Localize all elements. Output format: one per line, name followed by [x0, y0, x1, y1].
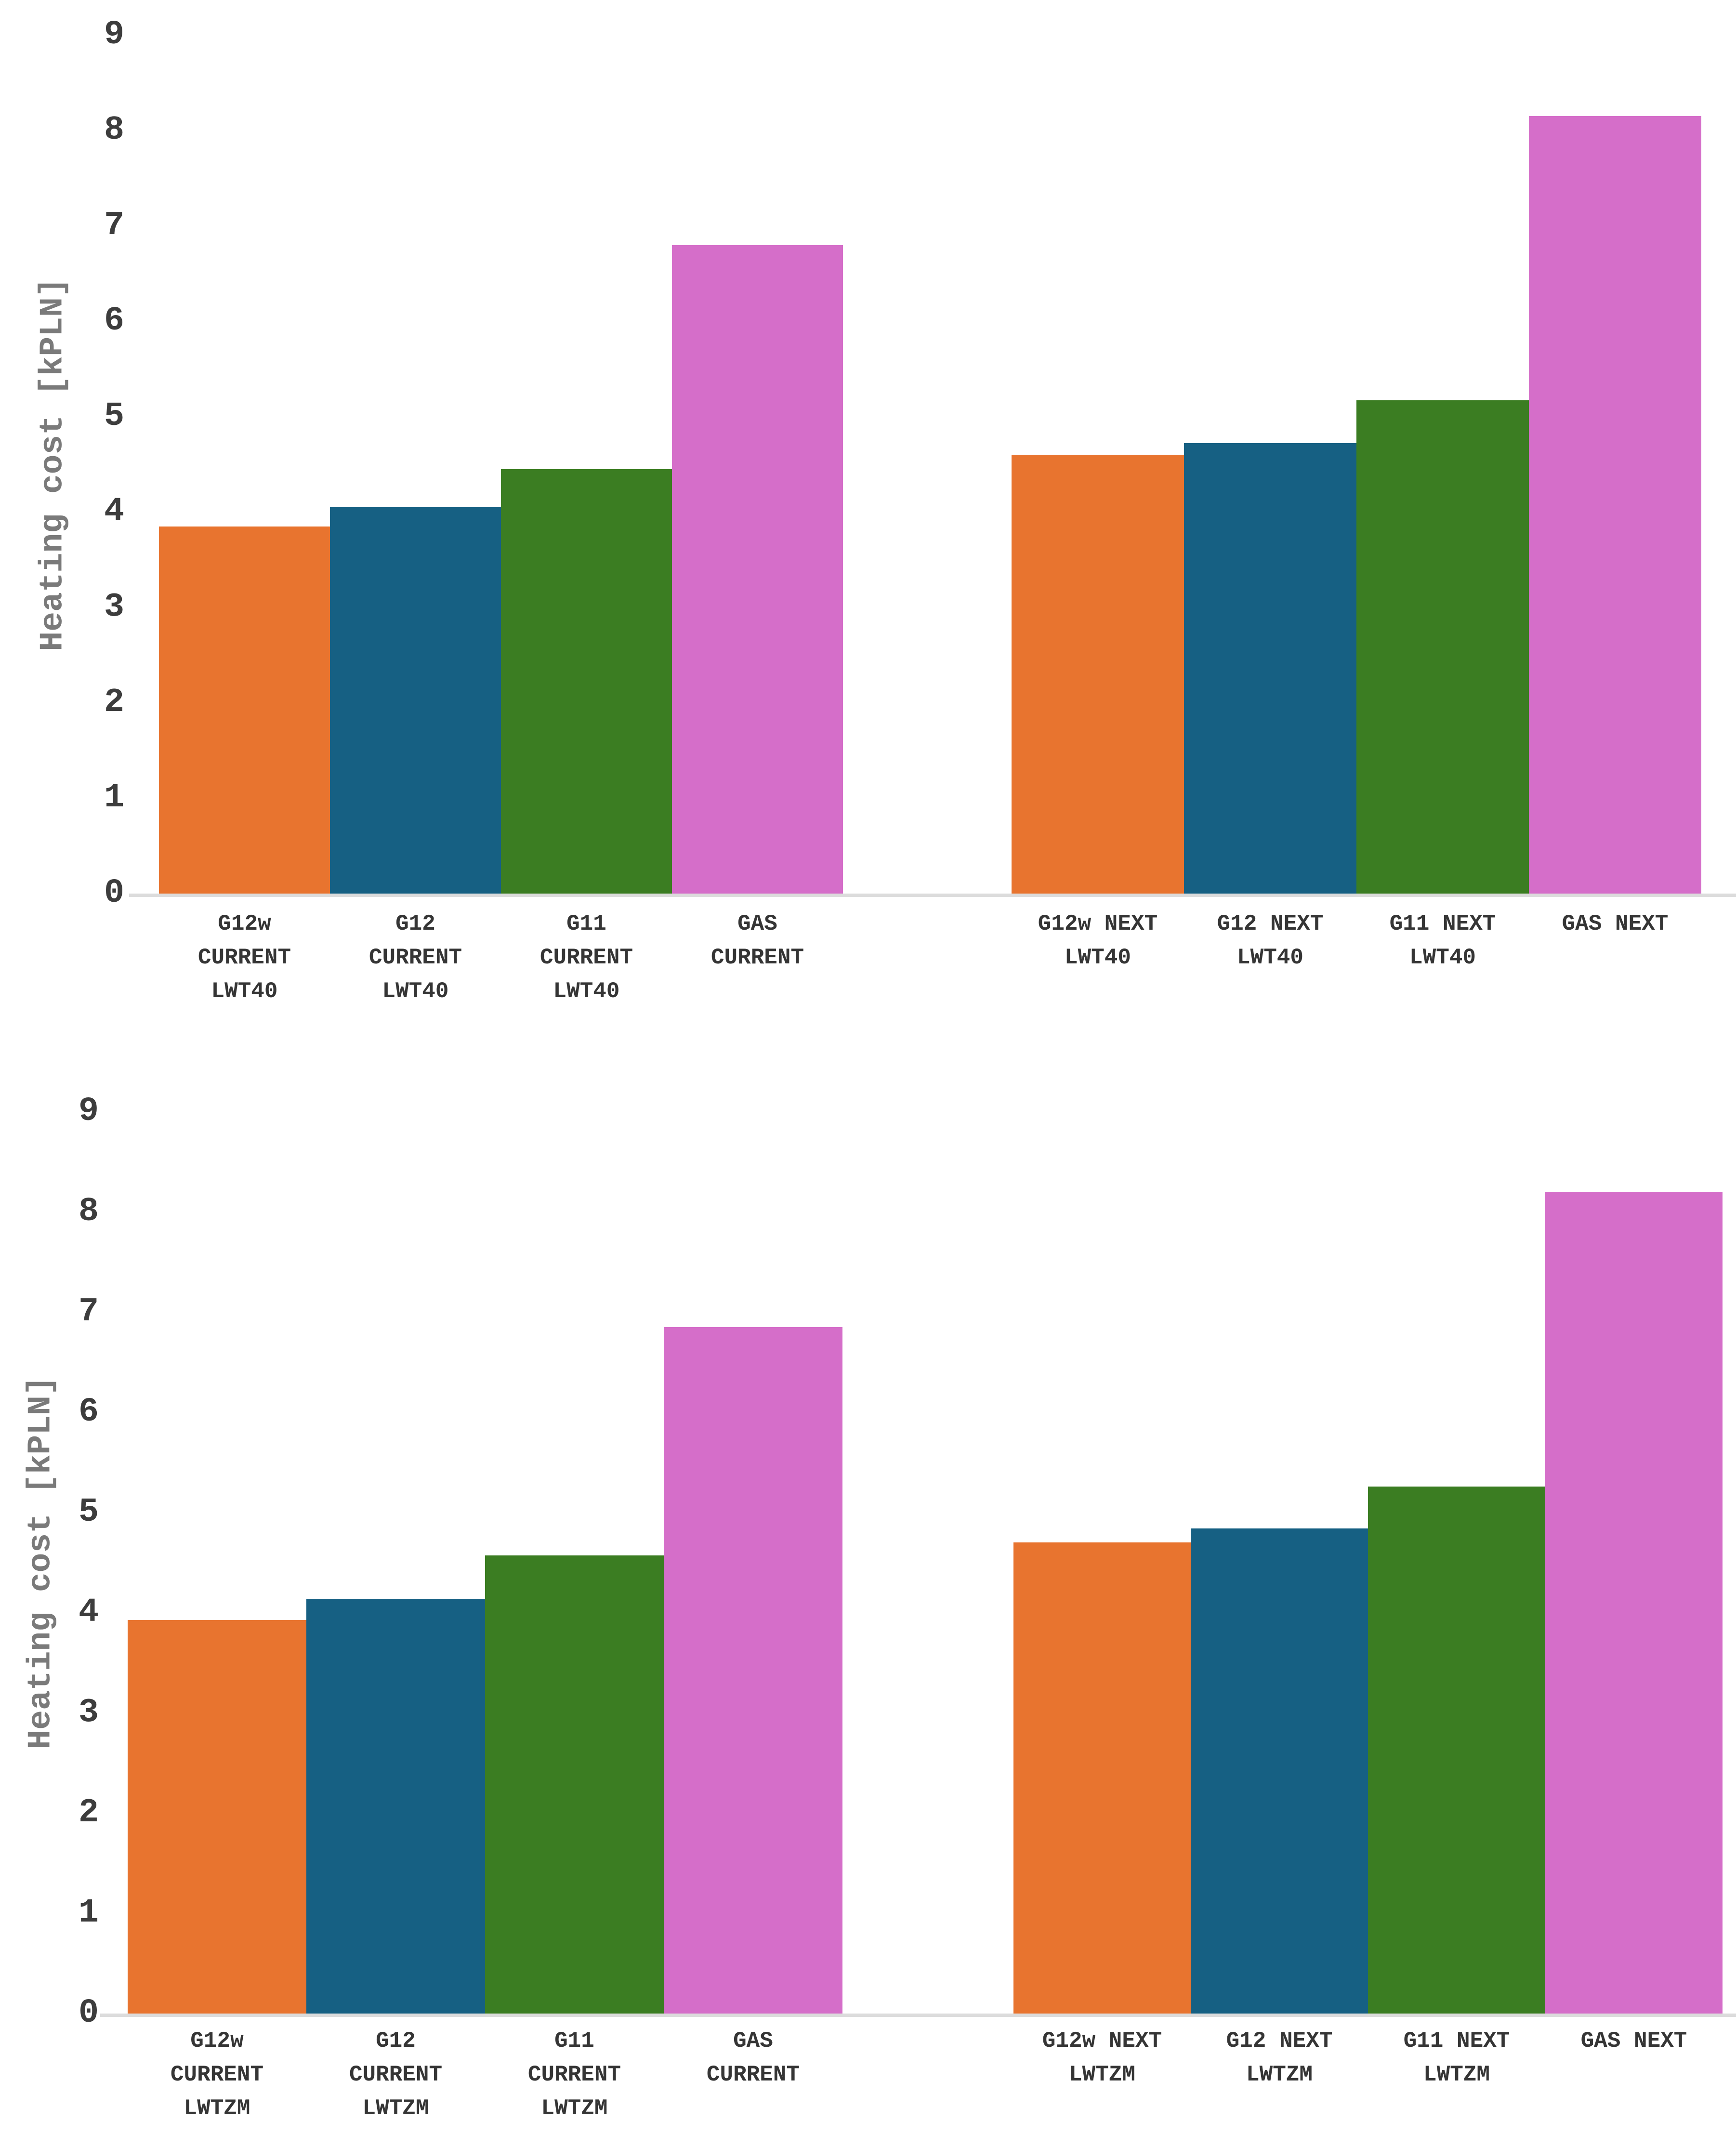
bar-g12w-next-lwtzm	[1013, 1542, 1191, 2014]
y-tick-label: 6	[104, 302, 124, 340]
y-tick-label: 1	[78, 1894, 99, 1932]
y-tick-label: 4	[78, 1593, 99, 1632]
x-tick-label: G11 CURRENT LWT40	[539, 911, 633, 1004]
bar-g11-current-lwt40	[501, 469, 672, 894]
x-tick-label: G11 NEXT LWTZM	[1403, 2028, 1510, 2087]
y-tick-label: 7	[78, 1293, 99, 1331]
y-tick-label: 9	[78, 1093, 99, 1131]
x-tick-label: G12 NEXT LWT40	[1217, 911, 1324, 970]
y-tick-label: 8	[104, 111, 124, 149]
x-tick-label: G12w NEXT LWTZM	[1042, 2028, 1162, 2087]
bar-g11-next-lwt40	[1356, 400, 1529, 894]
y-tick-label: 5	[78, 1493, 99, 1531]
bar-gas-current	[664, 1327, 842, 2014]
x-tick-label: GAS CURRENT	[710, 911, 804, 970]
bar-g12-current-lwtzm	[306, 1599, 485, 2014]
bar-g12-current-lwt40	[330, 507, 501, 894]
bar-g12-next-lwt40	[1184, 443, 1356, 894]
y-tick-label: 5	[104, 397, 124, 435]
y-tick-label: 8	[78, 1193, 99, 1231]
bar-gas-next	[1529, 116, 1701, 894]
y-tick-label: 9	[104, 16, 124, 54]
y-tick-label: 0	[78, 1994, 99, 2032]
x-tick-label: G12w CURRENT LWTZM	[170, 2028, 264, 2121]
x-tick-label: G11 CURRENT LWTZM	[527, 2028, 621, 2121]
x-tick-label: G11 NEXT LWT40	[1389, 911, 1496, 970]
x-tick-label: G12w NEXT LWT40	[1038, 911, 1158, 970]
x-tick-label: G12 CURRENT LWT40	[368, 911, 462, 1004]
y-tick-label: 0	[104, 874, 124, 912]
y-tick-label: 3	[104, 588, 124, 626]
y-tick-label: 2	[104, 684, 124, 722]
y-tick-label: 6	[78, 1393, 99, 1431]
x-tick-label: GAS NEXT	[1580, 2028, 1687, 2054]
x-tick-label: G12 NEXT LWTZM	[1226, 2028, 1333, 2087]
x-tick-label: G12 CURRENT LWTZM	[349, 2028, 443, 2121]
bar-g12w-next-lwt40	[1012, 455, 1184, 894]
bar-gas-current	[672, 245, 843, 894]
x-tick-label: GAS CURRENT	[706, 2028, 800, 2087]
x-tick-label: G12w CURRENT LWT40	[197, 911, 291, 1004]
bar-g11-next-lwtzm	[1368, 1487, 1545, 2014]
y-tick-label: 3	[78, 1694, 99, 1732]
bar-g12w-current-lwtzm	[128, 1620, 306, 2014]
y-tick-label: 7	[104, 207, 124, 245]
y-axis-title: Heating cost [kPLN]	[22, 1376, 60, 1750]
x-tick-label: GAS NEXT	[1562, 911, 1669, 936]
bar-g12w-current-lwt40	[159, 527, 330, 894]
x-axis-line	[129, 894, 1736, 897]
bar-gas-next	[1545, 1192, 1723, 2014]
x-axis-line	[100, 2014, 1736, 2017]
y-tick-label: 1	[104, 779, 124, 817]
y-tick-label: 4	[104, 493, 124, 531]
bar-g12-next-lwtzm	[1191, 1528, 1368, 2014]
bar-g11-current-lwtzm	[485, 1555, 664, 2014]
y-tick-label: 2	[78, 1794, 99, 1832]
